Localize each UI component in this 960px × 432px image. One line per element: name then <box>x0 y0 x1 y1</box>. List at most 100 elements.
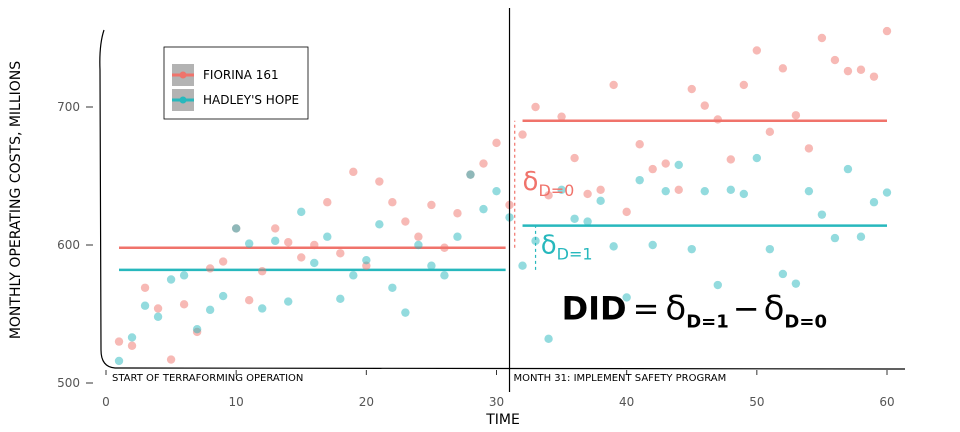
fiorina-point <box>179 300 189 309</box>
hadley-point <box>362 255 371 265</box>
fiorina-point <box>518 130 527 139</box>
fiorina-point <box>218 257 228 266</box>
fiorina-point <box>674 185 683 194</box>
y-tick-label: 600 <box>57 238 80 252</box>
hadley-point <box>427 261 436 270</box>
fiorina-point <box>140 283 150 292</box>
hadley-point <box>791 279 801 288</box>
hadley-point <box>479 204 488 214</box>
fiorina-point <box>244 296 254 305</box>
panel-frame <box>99 29 906 370</box>
fiorina-point <box>830 55 840 65</box>
fiorina-point <box>114 337 124 346</box>
hadley-point <box>856 232 866 241</box>
fiorina-point <box>284 238 293 247</box>
fiorina-point <box>453 209 462 218</box>
hadley-point <box>271 236 280 246</box>
fiorina-point <box>336 249 345 258</box>
hadley-point <box>349 271 358 280</box>
y-tick-label: 700 <box>57 100 80 114</box>
hadley-point <box>531 236 540 246</box>
hadley-point <box>726 185 735 194</box>
fiorina-point <box>739 80 749 90</box>
hadley-point <box>778 269 788 279</box>
hadley-point <box>114 356 124 366</box>
fiorina-point <box>479 159 488 168</box>
hadley-point <box>401 308 410 317</box>
hadley-point <box>635 175 644 185</box>
hadley-point <box>297 207 306 217</box>
fiorina-point <box>310 240 319 250</box>
hadley-point <box>453 232 462 241</box>
hadley-point <box>869 198 879 207</box>
hadley-point <box>323 232 332 241</box>
fiorina-point <box>726 155 735 164</box>
fiorina-point <box>323 198 332 207</box>
hadley-point <box>830 233 840 243</box>
hadley-point <box>440 271 449 280</box>
legend-item-fiorina: FIORINA 161 <box>172 64 279 86</box>
hadley-point <box>817 210 827 219</box>
hadley-point <box>153 312 163 321</box>
hadley-point <box>205 305 215 315</box>
fiorina-point <box>765 127 775 137</box>
fiorina-point <box>817 33 827 43</box>
fiorina-point <box>596 185 605 194</box>
fiorina-point <box>440 243 449 252</box>
hadley-point <box>388 283 397 292</box>
hadley-point <box>544 334 553 344</box>
hadley-point <box>843 164 853 174</box>
fiorina-point <box>271 224 280 233</box>
fiorina-point <box>713 115 722 124</box>
delta-d0-label: δD=0 <box>523 167 575 200</box>
x-tick-label: 10 <box>229 395 244 409</box>
x-tick-label: 20 <box>359 395 374 409</box>
fiorina-point <box>752 46 762 55</box>
delta-d1-symbol: δ <box>541 230 557 260</box>
hadley-point <box>674 160 683 170</box>
hadley-point <box>661 186 670 196</box>
fiorina-point <box>622 207 631 217</box>
hadley-point <box>596 196 605 206</box>
fiorina-point <box>127 341 137 350</box>
delta-d0-symbol: δ <box>523 167 539 197</box>
fiorina-point <box>791 111 801 120</box>
hadley-point <box>518 261 527 270</box>
did-equals: = <box>633 290 660 328</box>
hadley-point <box>882 188 892 197</box>
hadley-point <box>687 244 696 254</box>
did-delta1: δ <box>665 289 686 329</box>
fiorina-point <box>544 191 553 200</box>
fiorina-point <box>375 177 384 186</box>
legend: FIORINA 161 HADLEY'S HOPE <box>163 46 309 120</box>
fiorina-point <box>401 217 410 226</box>
x-tick-label: 0 <box>102 395 110 409</box>
fiorina-point <box>492 138 501 148</box>
fiorina-point <box>869 72 879 81</box>
start-label: START OF TERRAFORMING OPERATION <box>112 373 303 384</box>
fiorina-point <box>388 198 397 207</box>
hadley-point <box>284 297 293 306</box>
hadley-point <box>739 189 749 199</box>
y-axis-title: MONTHLY OPERATING COSTS, MILLIONS <box>8 61 24 339</box>
fiorina-point <box>205 264 215 273</box>
x-tick-label: 50 <box>749 395 764 409</box>
hadley-point <box>231 224 241 233</box>
hadley-point <box>804 186 814 196</box>
fiorina-point <box>635 140 644 149</box>
fiorina-point <box>297 253 306 262</box>
fiorina-point <box>687 84 696 94</box>
fiorina-point <box>153 304 163 313</box>
hadley-point <box>179 271 189 280</box>
hadley-point <box>700 186 709 196</box>
fiorina-point <box>648 164 657 174</box>
hadley-point <box>713 280 722 290</box>
hadley-point <box>570 214 579 223</box>
fiorina-point <box>778 64 788 73</box>
hadley-point <box>648 240 657 250</box>
fiorina-point <box>609 80 618 90</box>
hadley-point <box>765 244 775 254</box>
hadley-point <box>166 275 176 284</box>
fiorina-point <box>804 144 814 153</box>
x-tick-label: 60 <box>879 395 894 409</box>
